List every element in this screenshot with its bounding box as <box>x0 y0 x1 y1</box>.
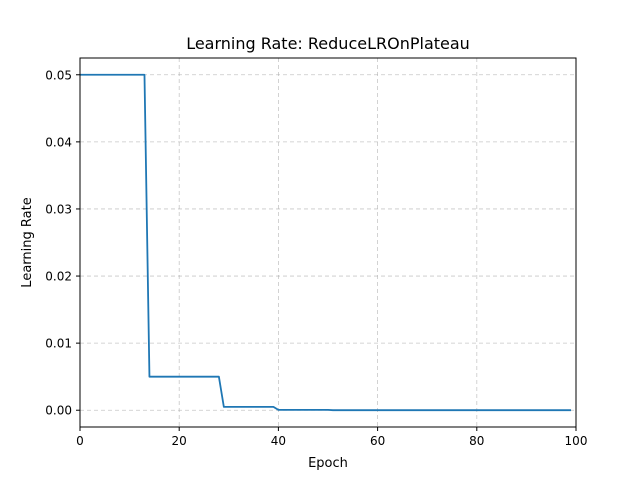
x-axis: 0 20 40 60 80 100 <box>76 427 587 448</box>
series-layer <box>80 73 572 412</box>
y-tick-label: 0.02 <box>45 270 72 284</box>
x-tick-label: 60 <box>370 434 385 448</box>
x-axis-label: Epoch <box>308 456 348 471</box>
y-tick-label: 0.05 <box>45 68 72 82</box>
y-tick-label: 0.01 <box>45 337 72 351</box>
x-tick-label: 20 <box>172 434 187 448</box>
x-tick-label: 80 <box>469 434 484 448</box>
y-tick-label: 0.04 <box>45 135 72 149</box>
x-tick-label: 0 <box>76 434 84 448</box>
plot-area <box>80 58 576 427</box>
axes-frame <box>79 57 577 428</box>
y-tick-label: 0.00 <box>45 404 72 418</box>
series-line-0 <box>80 73 572 412</box>
y-tick-label: 0.03 <box>45 202 72 216</box>
chart-title: Learning Rate: ReduceLROnPlateau <box>186 34 470 53</box>
x-tick-label: 100 <box>565 434 588 448</box>
y-axis: 0.00 0.01 0.02 0.03 0.04 0.05 <box>45 68 80 418</box>
x-tick-label: 40 <box>271 434 286 448</box>
y-axis-label: Learning Rate <box>20 197 35 287</box>
